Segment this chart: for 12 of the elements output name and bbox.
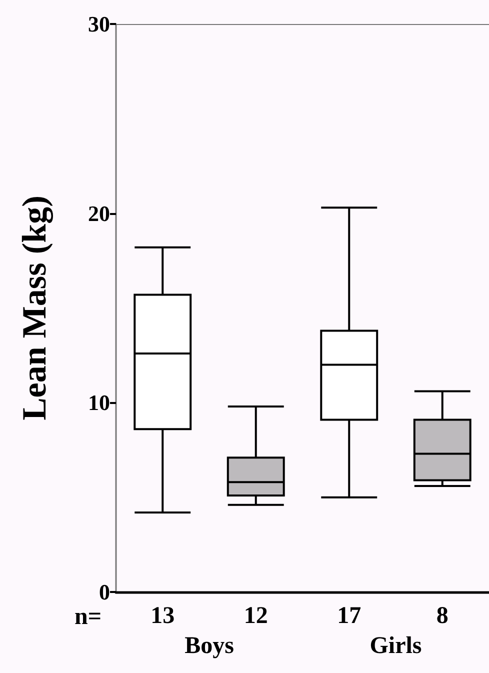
y-axis-title: Lean Mass (kg) xyxy=(16,196,54,420)
x-tick-label: 13 xyxy=(150,603,175,629)
y-tick-label: 10 xyxy=(88,390,110,416)
text: n= xyxy=(74,604,102,630)
x-tick-label: 12 xyxy=(244,603,268,629)
x-tick-label: 8 xyxy=(436,603,448,629)
y-tick-label: 20 xyxy=(88,200,110,226)
x-tick-label: 17 xyxy=(337,603,362,629)
text: Boys xyxy=(184,633,234,659)
y-tick-label: 0 xyxy=(99,580,110,604)
text: Girls xyxy=(370,633,422,659)
y-tick-label: 30 xyxy=(88,12,110,36)
